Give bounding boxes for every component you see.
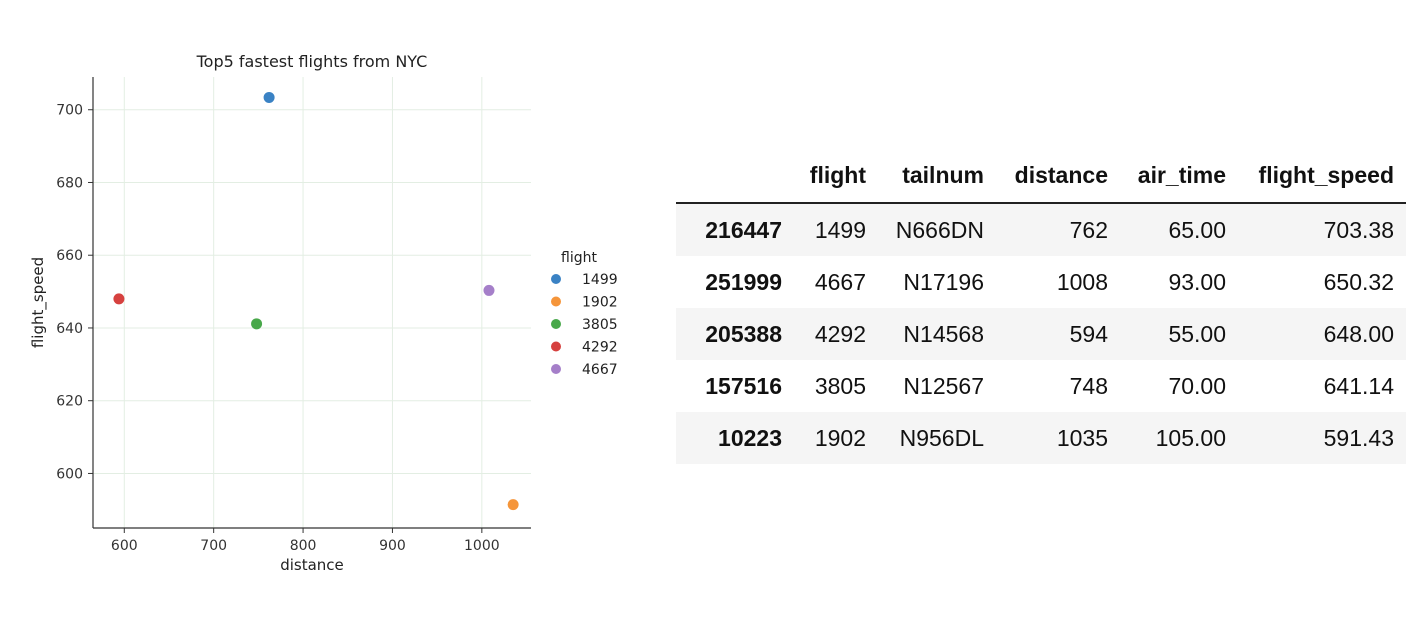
cell-flight-speed: 703.38 xyxy=(1323,216,1394,243)
cell-flight: 4667 xyxy=(814,268,866,295)
cell-distance: 1035 xyxy=(1056,424,1108,451)
column-header-flight-speed: flight_speed xyxy=(1238,148,1406,204)
column-header-flight: flight xyxy=(794,148,878,204)
table-header-row: flight tailnum distance air_time flight_… xyxy=(676,148,1406,204)
column-header-tailnum: tailnum xyxy=(878,148,996,204)
column-header-distance: distance xyxy=(996,148,1120,204)
data-point-1499 xyxy=(263,91,275,103)
scatter-chart: 600 700 800 900 1000 600 620 640 660 680 700 Top5 f… xyxy=(0,0,650,627)
legend-label-1902: 1902 xyxy=(582,295,618,311)
cell-flight: 4292 xyxy=(814,320,866,347)
y-tick-label: 600 xyxy=(56,466,83,482)
y-axis-label: flight_speed xyxy=(29,257,48,348)
legend-marker-1499 xyxy=(551,274,561,284)
legend-label-1499: 1499 xyxy=(582,272,618,288)
y-tick-label: 700 xyxy=(56,103,83,119)
table-row: 205388 4292 N14568 594 55.00 648.00 xyxy=(676,308,1406,360)
x-tick-label: 600 xyxy=(111,538,138,554)
column-header-air-time: air_time xyxy=(1120,148,1238,204)
x-tick-label: 800 xyxy=(290,538,317,554)
x-tick-label: 1000 xyxy=(464,538,500,554)
legend-marker-1902 xyxy=(551,296,561,307)
legend-label-4667: 4667 xyxy=(582,362,618,378)
y-tick-label: 620 xyxy=(56,394,83,410)
table-row: 10223 1902 N956DL 1035 105.00 591.43 xyxy=(676,412,1406,464)
chart-canvas: 600 700 800 900 1000 600 620 640 660 680 700 Top5 f… xyxy=(29,52,618,574)
row-index: 10223 xyxy=(718,424,782,451)
chart-title: Top5 fastest flights from NYC xyxy=(196,52,428,71)
cell-flight-speed: 648.00 xyxy=(1323,320,1394,347)
cell-tailnum: N12567 xyxy=(903,372,984,399)
data-point-4667 xyxy=(483,284,495,296)
table-row: 251999 4667 N17196 1008 93.00 650.32 xyxy=(676,256,1406,308)
cell-air-time: 65.00 xyxy=(1168,216,1226,243)
legend-label-4292: 4292 xyxy=(582,340,618,356)
legend-label-3805: 3805 xyxy=(582,317,618,333)
cell-tailnum: N14568 xyxy=(903,320,984,347)
cell-tailnum: N17196 xyxy=(903,268,984,295)
x-tick-label: 900 xyxy=(379,538,406,554)
cell-distance: 1008 xyxy=(1056,268,1108,295)
legend-marker-4292 xyxy=(551,341,561,352)
y-tick-label: 660 xyxy=(56,248,83,264)
cell-air-time: 55.00 xyxy=(1168,320,1226,347)
legend-marker-3805 xyxy=(551,319,561,329)
flights-table: flight tailnum distance air_time flight_… xyxy=(676,148,1406,464)
cell-air-time: 70.00 xyxy=(1168,372,1226,399)
y-tick-label: 640 xyxy=(56,321,83,337)
cell-distance: 762 xyxy=(1069,216,1108,243)
data-point-1902 xyxy=(507,499,519,511)
cell-flight-speed: 641.14 xyxy=(1323,372,1394,399)
legend-marker-4667 xyxy=(551,364,561,374)
cell-air-time: 93.00 xyxy=(1168,268,1226,295)
row-index: 251999 xyxy=(705,268,782,295)
row-index: 216447 xyxy=(705,216,782,243)
cell-air-time: 105.00 xyxy=(1155,424,1226,451)
cell-flight-speed: 591.43 xyxy=(1323,424,1394,451)
cell-distance: 594 xyxy=(1069,320,1108,347)
cell-tailnum: N666DN xyxy=(895,216,984,243)
cell-flight: 1499 xyxy=(814,216,866,243)
cell-flight: 3805 xyxy=(814,372,866,399)
flights-table-container: flight tailnum distance air_time flight_… xyxy=(676,148,1406,464)
x-tick-label: 700 xyxy=(200,538,227,554)
row-index: 157516 xyxy=(705,372,782,399)
cell-flight-speed: 650.32 xyxy=(1323,268,1394,295)
y-tick-label: 680 xyxy=(56,175,83,191)
column-header-index xyxy=(676,148,794,204)
data-point-3805 xyxy=(251,318,263,330)
table-row: 216447 1499 N666DN 762 65.00 703.38 xyxy=(676,203,1406,256)
cell-flight: 1902 xyxy=(814,424,866,451)
cell-distance: 748 xyxy=(1069,372,1108,399)
cell-tailnum: N956DL xyxy=(899,424,984,451)
x-axis-label: distance xyxy=(280,556,344,574)
table-row: 157516 3805 N12567 748 70.00 641.14 xyxy=(676,360,1406,412)
legend-title: flight xyxy=(561,250,597,266)
data-point-4292 xyxy=(113,293,125,305)
row-index: 205388 xyxy=(705,320,782,347)
